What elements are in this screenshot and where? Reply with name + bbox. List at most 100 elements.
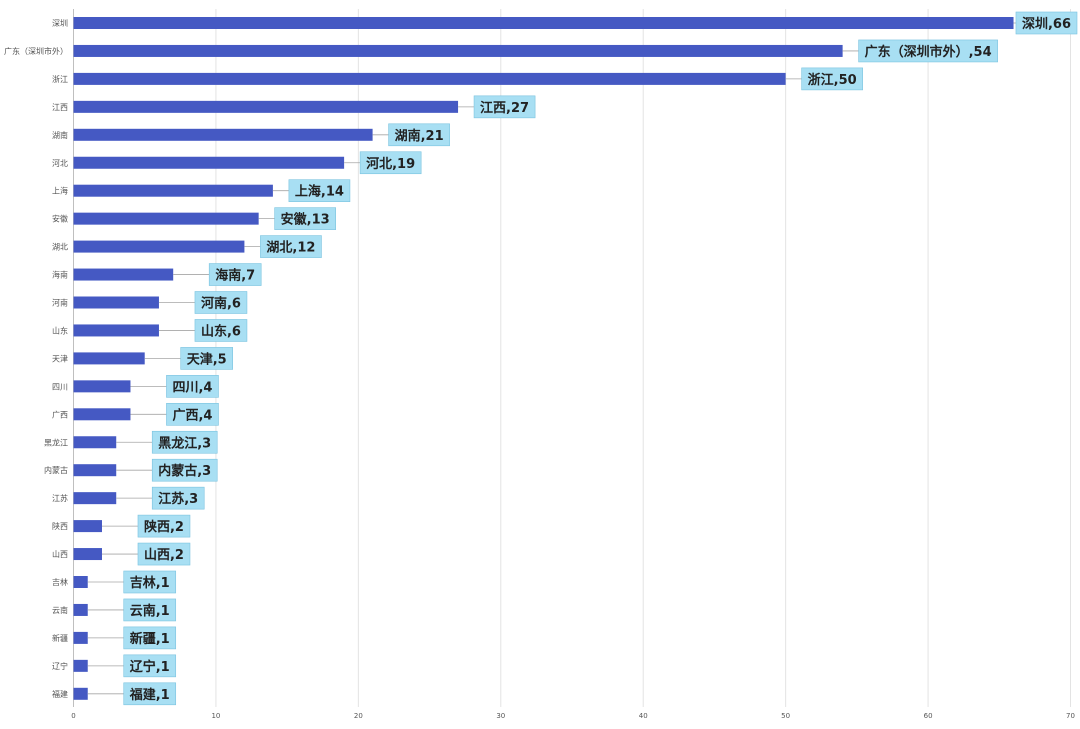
data-label: 陕西,2 bbox=[144, 519, 184, 535]
bar bbox=[73, 44, 843, 57]
data-label-box bbox=[208, 263, 262, 286]
bar bbox=[73, 72, 786, 85]
data-label: 浙江,50 bbox=[808, 72, 857, 88]
data-label-box bbox=[260, 235, 322, 258]
data-label-group: 安徽,13 bbox=[274, 207, 336, 230]
category-label: 辽宁 bbox=[52, 661, 68, 671]
bar bbox=[73, 576, 88, 588]
bar bbox=[73, 184, 273, 197]
data-label-group: 天津,5 bbox=[180, 347, 233, 370]
category-label: 云南 bbox=[52, 605, 68, 615]
data-label-group: 河北,19 bbox=[359, 151, 422, 175]
bar bbox=[73, 408, 131, 421]
data-labels: 深圳,66 广东（深圳市外）,54 浙江,50 江西,27 湖南,21 河北,19 上海,1… bbox=[87, 11, 1078, 706]
data-label: 云南,1 bbox=[130, 603, 170, 619]
bar bbox=[73, 268, 174, 281]
data-label-group: 湖北,12 bbox=[260, 235, 322, 258]
bar bbox=[73, 156, 345, 169]
category-label: 湖北 bbox=[52, 243, 68, 252]
x-tick-label: 60 bbox=[924, 712, 933, 720]
data-label-group: 湖南,21 bbox=[388, 123, 450, 147]
data-label-group: 四川,4 bbox=[166, 375, 219, 398]
bar bbox=[73, 548, 102, 561]
gridlines bbox=[73, 9, 1071, 707]
x-tick-label: 40 bbox=[639, 712, 648, 720]
data-label: 黑龙江,3 bbox=[158, 435, 211, 451]
data-label-box bbox=[194, 291, 248, 314]
data-label: 湖南,21 bbox=[395, 128, 444, 144]
data-label: 山东,6 bbox=[201, 323, 241, 339]
category-label: 陕西 bbox=[52, 521, 68, 531]
data-label-group: 河南,6 bbox=[194, 291, 248, 314]
data-label-box bbox=[137, 514, 191, 538]
data-label-group: 上海,14 bbox=[288, 179, 351, 202]
data-label-box bbox=[123, 654, 177, 678]
data-label-group: 黑龙江,3 bbox=[151, 430, 218, 454]
x-axis-ticks: 0 10 20 30 40 50 60 70 bbox=[71, 712, 1075, 720]
bar bbox=[73, 380, 131, 393]
data-label-box bbox=[388, 123, 450, 147]
data-label-group: 陕西,2 bbox=[137, 514, 191, 538]
category-label: 江苏 bbox=[52, 493, 68, 503]
data-label-group: 深圳,66 bbox=[1015, 11, 1078, 35]
category-label: 深圳 bbox=[52, 18, 68, 28]
data-label-box bbox=[151, 486, 205, 510]
bar bbox=[73, 659, 88, 672]
category-label: 四川 bbox=[52, 382, 68, 391]
data-label-group: 浙江,50 bbox=[801, 67, 863, 91]
data-label-group: 江西,27 bbox=[473, 95, 536, 119]
data-label-box bbox=[858, 39, 998, 63]
x-tick-label: 70 bbox=[1066, 712, 1075, 720]
category-label: 河南 bbox=[52, 298, 68, 308]
bar bbox=[73, 128, 373, 141]
data-label-box bbox=[123, 570, 177, 594]
data-label-box bbox=[166, 375, 219, 398]
data-label: 广东（深圳市外）,54 bbox=[865, 44, 992, 60]
x-tick-label: 10 bbox=[211, 712, 220, 720]
data-label: 辽宁,1 bbox=[130, 659, 170, 675]
category-label: 广东（深圳市外） bbox=[4, 46, 68, 56]
data-label-group: 辽宁,1 bbox=[123, 654, 177, 678]
x-tick-label: 50 bbox=[781, 712, 790, 720]
data-label-group: 内蒙古,3 bbox=[151, 458, 218, 482]
data-label: 江西,27 bbox=[480, 100, 529, 116]
data-label: 湖北,12 bbox=[266, 241, 315, 256]
bar bbox=[73, 520, 102, 533]
data-label-box bbox=[1015, 11, 1078, 35]
bars bbox=[73, 17, 1014, 700]
data-label-group: 山东,6 bbox=[194, 319, 248, 342]
data-label-group: 新疆,1 bbox=[123, 626, 177, 650]
data-label: 新疆,1 bbox=[130, 631, 170, 647]
data-label: 河南,6 bbox=[201, 296, 241, 312]
bar bbox=[73, 212, 259, 225]
data-label: 山西,2 bbox=[144, 547, 184, 563]
bar bbox=[73, 687, 88, 700]
category-label: 安徽 bbox=[52, 214, 68, 224]
data-label-group: 山西,2 bbox=[137, 542, 191, 566]
data-label: 广西,4 bbox=[172, 407, 212, 423]
category-label: 广西 bbox=[52, 409, 68, 419]
category-label: 河北 bbox=[52, 158, 68, 168]
bar bbox=[73, 352, 145, 365]
data-label-box bbox=[473, 95, 536, 119]
data-label-box bbox=[180, 347, 233, 370]
data-label-box bbox=[288, 179, 351, 202]
x-tick-label: 30 bbox=[496, 712, 505, 720]
bar bbox=[73, 436, 117, 449]
data-label-group: 江苏,3 bbox=[151, 486, 205, 510]
data-label-box bbox=[137, 542, 191, 566]
category-label: 福建 bbox=[52, 689, 68, 699]
category-label: 新疆 bbox=[52, 633, 68, 643]
data-label: 海南,7 bbox=[215, 268, 255, 284]
data-label-box bbox=[194, 319, 248, 342]
category-label: 上海 bbox=[52, 186, 68, 196]
category-label: 湖南 bbox=[52, 130, 68, 140]
data-label-group: 云南,1 bbox=[123, 598, 177, 622]
data-label-box bbox=[123, 626, 177, 650]
data-label-box bbox=[151, 430, 218, 454]
bar bbox=[73, 296, 159, 309]
data-label-box bbox=[151, 458, 218, 482]
data-label-box bbox=[801, 67, 863, 91]
